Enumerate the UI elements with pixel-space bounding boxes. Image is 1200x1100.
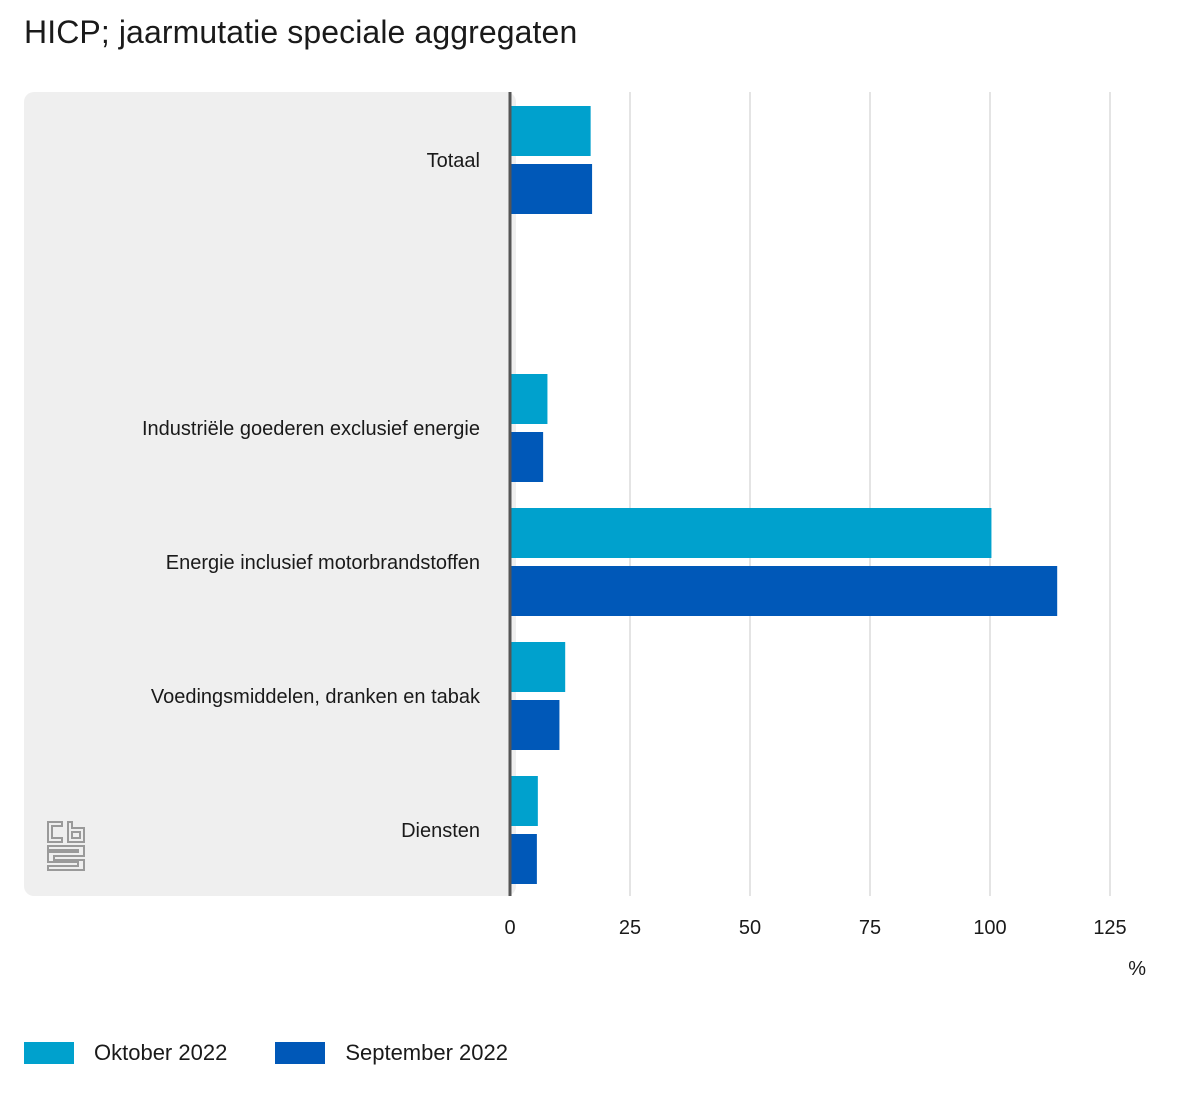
bar[interactable] bbox=[510, 700, 560, 750]
tick-label: 100 bbox=[973, 917, 1006, 939]
category-label: Energie inclusief motorbrandstoffen bbox=[166, 552, 480, 574]
tick-labels: 0 25 50 75 100 125 bbox=[504, 917, 1126, 939]
bar[interactable] bbox=[510, 374, 548, 424]
legend: Oktober 2022 September 2022 bbox=[24, 1040, 556, 1066]
bar[interactable] bbox=[510, 566, 1058, 616]
category-labels: Totaal Industriële goederen exclusief ene… bbox=[142, 150, 481, 842]
logo-b bbox=[67, 821, 85, 843]
category-label: Voedingsmiddelen, dranken en tabak bbox=[151, 686, 481, 708]
bar[interactable] bbox=[510, 432, 544, 482]
chart-panel bbox=[24, 92, 516, 896]
label-panel bbox=[24, 92, 516, 896]
category-label: Diensten bbox=[401, 820, 480, 842]
tick-label: 25 bbox=[619, 917, 641, 939]
legend-item[interactable]: September 2022 bbox=[275, 1040, 508, 1066]
bar[interactable] bbox=[510, 834, 537, 884]
bar[interactable] bbox=[510, 106, 591, 156]
legend-label: September 2022 bbox=[345, 1040, 508, 1065]
category-label: Industriële goederen exclusief energie bbox=[142, 418, 480, 440]
tick-label: 0 bbox=[504, 917, 515, 939]
bar[interactable] bbox=[510, 508, 992, 558]
legend-swatch bbox=[275, 1042, 326, 1064]
bar[interactable] bbox=[510, 642, 566, 692]
tick-label: 125 bbox=[1093, 917, 1126, 939]
tick-label: 75 bbox=[859, 917, 881, 939]
category-label: Totaal bbox=[427, 150, 480, 172]
chart-title: HICP; jaarmutatie speciale aggregaten bbox=[24, 14, 578, 50]
gridlines bbox=[629, 92, 1111, 896]
chart-area: 0 25 50 75 100 125 Totaal Industriële goederen… bbox=[24, 92, 1146, 980]
label-panel-edge bbox=[504, 92, 510, 896]
legend-label: Oktober 2022 bbox=[94, 1040, 228, 1065]
logo-c bbox=[47, 821, 63, 843]
legend-item[interactable]: Oktober 2022 bbox=[24, 1040, 227, 1066]
cbs-logo-icon bbox=[47, 821, 85, 871]
tick-label: 50 bbox=[739, 917, 761, 939]
bar[interactable] bbox=[510, 164, 593, 214]
bars bbox=[510, 106, 1058, 884]
unit-label: % bbox=[1128, 958, 1146, 980]
logo-s bbox=[47, 845, 85, 871]
legend-swatch bbox=[24, 1042, 74, 1064]
bar[interactable] bbox=[510, 776, 538, 826]
